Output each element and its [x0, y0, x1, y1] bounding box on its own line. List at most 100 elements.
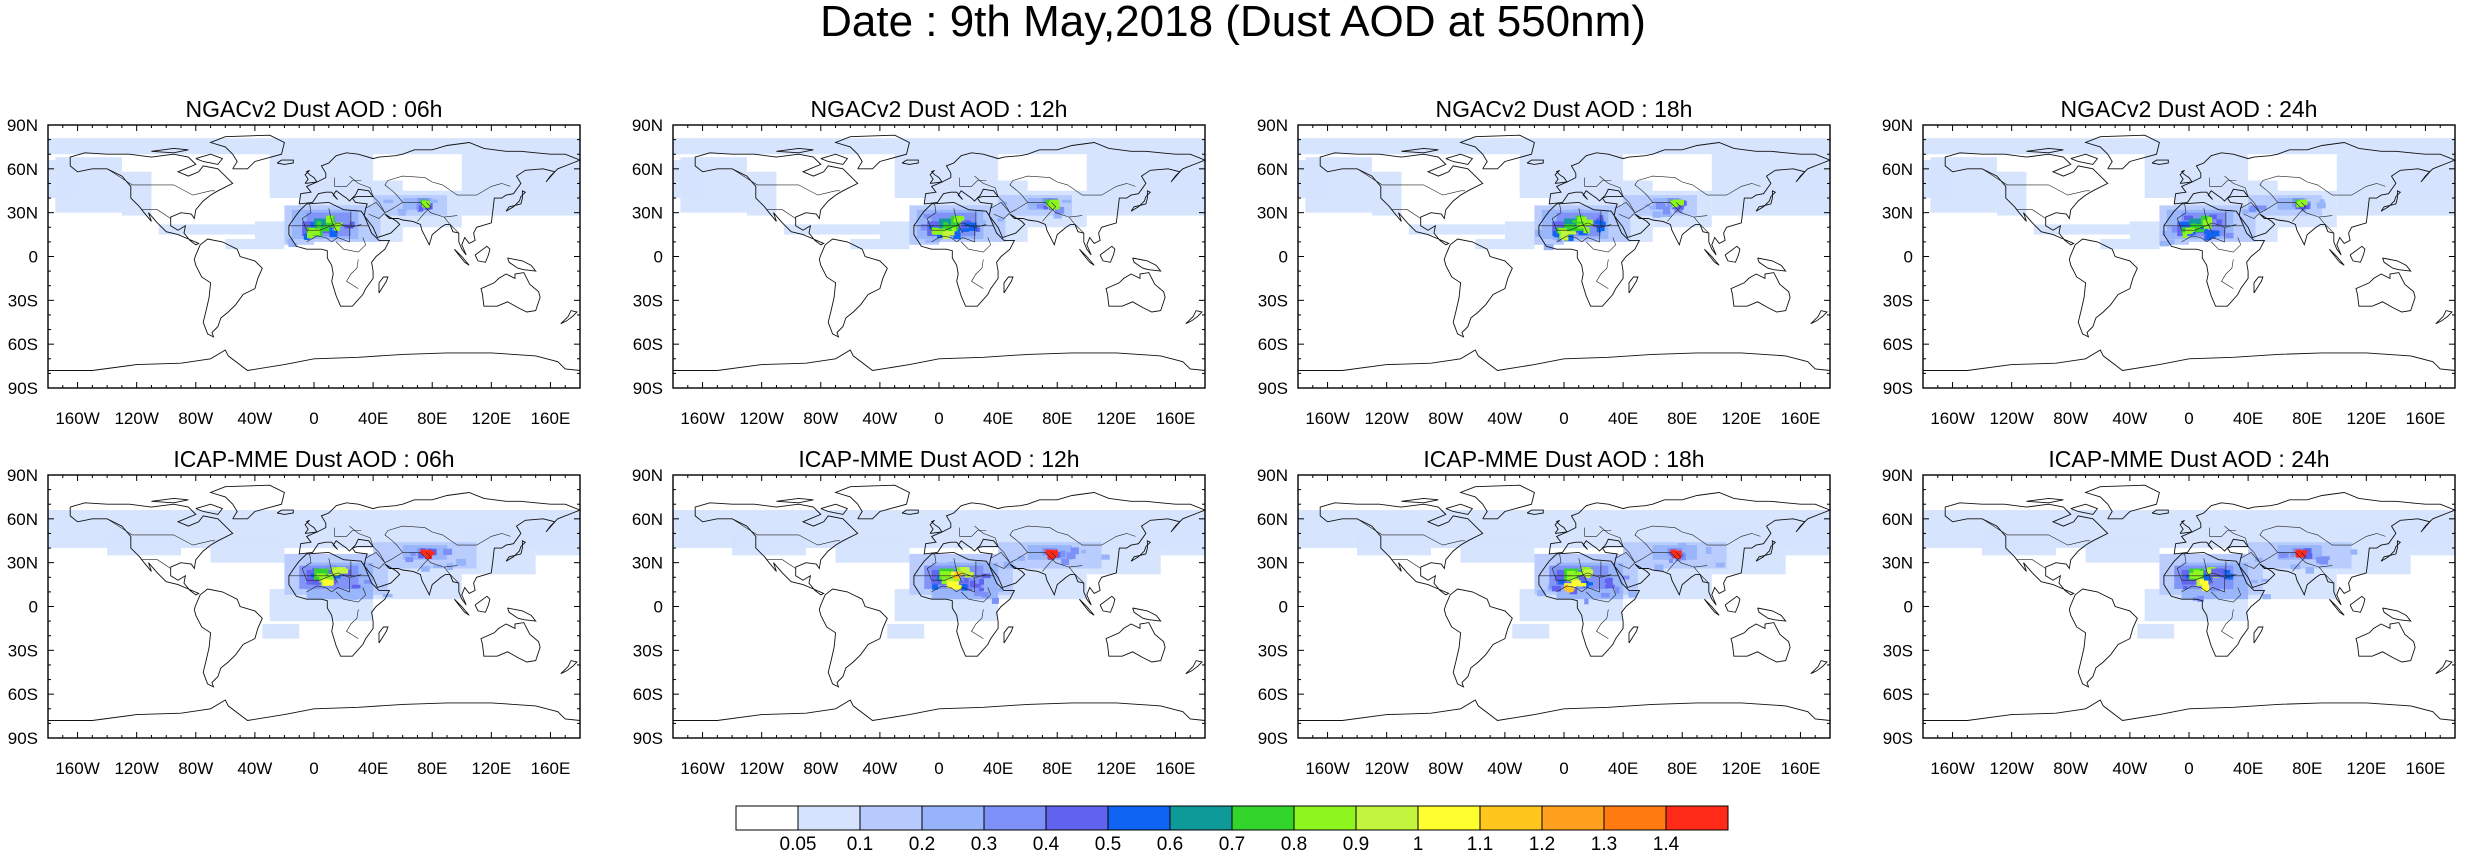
- map-panel-icap-mme-06h: ICAP-MME Dust AOD : 06h 160W 120W 80W 40W 0 4…: [0, 438, 582, 788]
- country-border: [731, 168, 840, 196]
- country-border: [349, 525, 374, 547]
- dust-cell: [2197, 595, 2204, 602]
- dust-cell: [1298, 138, 1830, 155]
- coastline: [1401, 497, 1439, 504]
- country-border: [1584, 527, 1612, 537]
- coastline: [1185, 660, 1203, 675]
- country-border: [1551, 203, 1600, 243]
- dust-cell: [2179, 221, 2190, 227]
- country-border: [2225, 561, 2237, 578]
- lat-tick-label: 30N: [1882, 204, 1913, 223]
- country-border: [443, 566, 460, 584]
- coastline: [474, 245, 491, 263]
- lon-tick-label: 40E: [1608, 759, 1638, 778]
- coastline: [2349, 595, 2366, 613]
- dust-cell: [943, 224, 952, 232]
- dust-cell: [1059, 550, 1066, 558]
- colorbar-swatch: [983, 805, 1047, 831]
- coastline: [1132, 607, 1162, 622]
- coastline: [1459, 484, 1535, 520]
- dust-cell: [329, 230, 338, 238]
- dust-cell: [1614, 586, 1620, 594]
- coastline: [2382, 257, 2412, 272]
- country-borders: [106, 518, 511, 639]
- lon-tick-label: 160E: [1781, 409, 1821, 428]
- country-border: [2176, 203, 2225, 243]
- dust-cell: [894, 154, 999, 199]
- coastline: [901, 159, 919, 165]
- coastline: [378, 626, 389, 644]
- dust-cell: [1585, 569, 1593, 576]
- country-border: [997, 546, 1083, 568]
- dust-cell: [1561, 234, 1569, 241]
- country-border: [2247, 546, 2333, 568]
- dust-cell: [1519, 154, 1624, 199]
- lon-tick-label: 40E: [2233, 759, 2263, 778]
- dust-cell: [943, 222, 949, 227]
- lat-tick-label: 30S: [1883, 641, 1913, 660]
- dust-cell: [1566, 231, 1577, 235]
- panel-title: NGACv2 Dust AOD : 06h: [185, 96, 443, 122]
- dust-cell: [673, 138, 1205, 155]
- dust-cell: [2250, 579, 2259, 584]
- coastline: [2329, 248, 2345, 266]
- dust-cell: [2395, 168, 2455, 199]
- country-border: [443, 216, 460, 234]
- dust-cell: [311, 573, 317, 578]
- country-border: [334, 527, 362, 537]
- colorbar-swatch: [1231, 805, 1295, 831]
- coastline: [378, 276, 389, 294]
- lat-tick-label: 0: [654, 598, 663, 617]
- coastline: [834, 134, 910, 170]
- lat-tick-label: 90S: [1883, 379, 1913, 398]
- coastline: [454, 598, 470, 616]
- dust-cell: [2203, 577, 2209, 582]
- dust-cell: [418, 553, 424, 559]
- dust-cell: [349, 221, 355, 227]
- dust-cell: [947, 231, 955, 236]
- dust-cell: [929, 225, 934, 230]
- dust-cell: [1055, 206, 1065, 214]
- lat-tick-label: 30S: [633, 641, 663, 660]
- dust-cell: [2319, 199, 2325, 205]
- lon-tick-label: 160E: [2406, 409, 2446, 428]
- dust-cell: [1982, 530, 2056, 556]
- dust-cell: [398, 212, 406, 216]
- country-border: [1578, 208, 1588, 234]
- dust-cell: [1605, 584, 1615, 589]
- dust-cell: [941, 577, 951, 584]
- country-borders: [731, 168, 1136, 289]
- dust-cell: [1573, 226, 1584, 231]
- dust-cell: [1652, 211, 1662, 218]
- country-border: [2210, 587, 2242, 603]
- dust-cell: [1601, 221, 1606, 227]
- country-border: [1585, 237, 1617, 253]
- country-border: [1009, 175, 1136, 203]
- coastline: [193, 588, 263, 688]
- dust-cell: [425, 553, 433, 560]
- dust-cell: [783, 224, 880, 235]
- country-border: [2016, 209, 2046, 219]
- lat-tick-label: 30S: [8, 291, 38, 310]
- country-border: [328, 208, 338, 234]
- lat-tick-label: 0: [29, 248, 38, 267]
- map-canvas: 160W 120W 80W 40W 0 40E 80E 120E 160E 90N 60N 30N 0 3…: [7, 116, 582, 428]
- dust-cell: [1996, 171, 2027, 216]
- dust-cell: [1371, 171, 1402, 216]
- dust-cell: [1557, 236, 1563, 243]
- coastline: [2380, 190, 2402, 212]
- dust-cell: [1036, 203, 1044, 209]
- coastlines: [1923, 484, 2457, 721]
- graticule: [47, 474, 581, 739]
- colorbar-swatch: [735, 805, 799, 831]
- lon-tick-label: 0: [2184, 409, 2193, 428]
- lon-tick-label: 0: [309, 409, 318, 428]
- graticule: [1922, 124, 2456, 389]
- dust-cell: [1622, 575, 1630, 580]
- dust-cell: [2185, 230, 2192, 235]
- dust-cell: [2316, 202, 2326, 209]
- panel-title: NGACv2 Dust AOD : 24h: [2060, 96, 2318, 122]
- lon-tick-label: 40E: [358, 409, 388, 428]
- lon-tick-label: 40W: [2112, 409, 2147, 428]
- dust-cell: [310, 228, 320, 236]
